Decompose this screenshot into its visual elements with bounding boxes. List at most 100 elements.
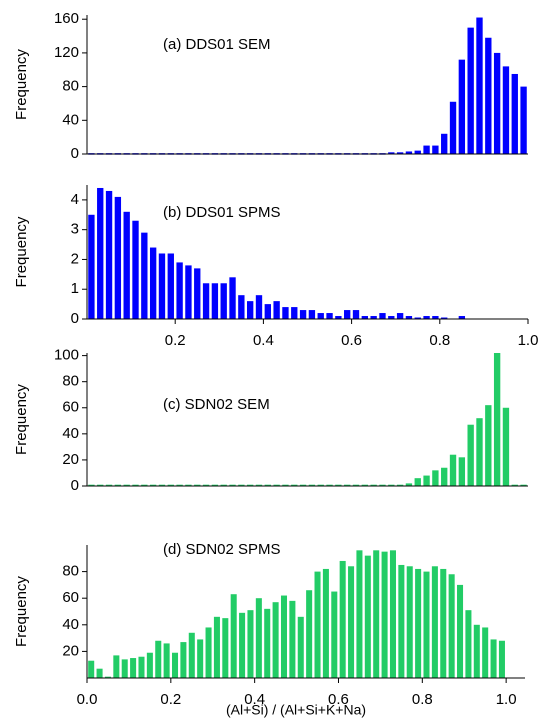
- bar: [379, 313, 386, 319]
- bar: [326, 484, 333, 487]
- bar: [432, 470, 439, 486]
- bar: [458, 457, 466, 486]
- bar: [238, 295, 245, 319]
- bar: [335, 484, 342, 487]
- bar: [132, 484, 139, 487]
- bar: [255, 598, 262, 678]
- bar: [123, 211, 130, 319]
- bar: [432, 316, 439, 319]
- bar: [465, 610, 472, 678]
- bar: [449, 454, 457, 486]
- bar: [194, 268, 201, 319]
- bar: [405, 151, 413, 154]
- x-tick-label: 0.2: [165, 332, 186, 349]
- bar: [352, 484, 360, 487]
- bar: [467, 27, 474, 154]
- bar: [113, 655, 120, 678]
- bar: [398, 564, 405, 678]
- bar: [202, 484, 210, 487]
- bar: [415, 568, 422, 678]
- bar: [448, 574, 455, 678]
- bar: [132, 220, 139, 319]
- bar: [255, 295, 263, 319]
- bar: [467, 424, 474, 486]
- bar: [432, 145, 439, 154]
- y-axis-label: Frequency: [13, 49, 30, 120]
- panel-annotation: (d) SDN02 SPMS: [163, 541, 281, 558]
- bar: [141, 484, 148, 487]
- bar: [361, 484, 369, 487]
- bar: [130, 658, 137, 678]
- x-tick-label: 0.0: [77, 691, 98, 708]
- bar: [163, 643, 170, 678]
- bar: [423, 145, 430, 154]
- y-tick-label: 20: [62, 451, 79, 468]
- x-tick-label: 0.8: [429, 332, 450, 349]
- bar: [441, 133, 448, 154]
- bar: [273, 484, 280, 487]
- bar: [373, 550, 380, 678]
- y-tick-label: 3: [71, 221, 79, 238]
- bar: [493, 52, 501, 155]
- y-axis-label: Frequency: [13, 384, 30, 455]
- y-tick-label: 80: [62, 373, 79, 390]
- panel-annotation: (c) SDN02 SEM: [163, 396, 270, 413]
- bar: [230, 594, 237, 678]
- bar: [104, 676, 111, 679]
- bar: [356, 550, 363, 678]
- bar: [114, 484, 122, 487]
- bar: [88, 214, 95, 319]
- x-tick-label: 0.6: [328, 691, 349, 708]
- bar: [155, 640, 162, 678]
- x-tick-label: 1.0: [496, 691, 517, 708]
- bar: [172, 652, 179, 678]
- y-tick-label: 100: [54, 347, 79, 364]
- panel-annotation: (a) DDS01 SEM: [163, 36, 271, 53]
- bar: [308, 484, 316, 487]
- bar: [297, 616, 304, 678]
- bar: [246, 301, 254, 319]
- bar: [441, 467, 448, 486]
- y-tick-label: 2: [71, 250, 79, 267]
- bar: [331, 591, 338, 678]
- bar: [220, 484, 227, 487]
- bar: [282, 484, 289, 487]
- bar: [511, 73, 518, 154]
- bar: [308, 310, 316, 319]
- bar: [280, 595, 288, 678]
- bar: [97, 187, 104, 319]
- bar: [255, 484, 263, 487]
- bar: [88, 484, 95, 487]
- bar: [211, 283, 219, 319]
- x-tick-label: 1.0: [518, 332, 539, 349]
- bar: [414, 317, 421, 320]
- bar: [211, 484, 219, 487]
- bar: [197, 639, 204, 678]
- bar: [423, 316, 430, 319]
- y-tick-label: 0: [71, 310, 79, 327]
- bar: [105, 484, 113, 487]
- bar: [361, 316, 369, 319]
- bar: [238, 484, 245, 487]
- bar: [229, 277, 236, 319]
- bar: [149, 484, 157, 487]
- x-axis-label: (Al+Si) / (Al+Si+K+Na): [226, 702, 366, 718]
- bar: [326, 313, 333, 319]
- bar: [317, 313, 324, 319]
- bar: [176, 262, 183, 319]
- bar: [97, 484, 104, 487]
- y-tick-label: 40: [62, 616, 79, 633]
- bar: [220, 283, 227, 319]
- x-tick-label: 0.6: [341, 332, 362, 349]
- y-axis-label: Frequency: [13, 216, 30, 287]
- bar: [344, 310, 351, 319]
- bar: [167, 253, 174, 319]
- bar: [291, 307, 298, 319]
- bar: [123, 484, 130, 487]
- y-tick-label: 0: [71, 145, 79, 162]
- panel-annotation: (b) DDS01 SPMS: [163, 204, 281, 221]
- y-tick-label: 40: [62, 425, 79, 442]
- y-tick-label: 0: [71, 477, 79, 494]
- bar: [473, 624, 480, 678]
- bar: [180, 642, 187, 678]
